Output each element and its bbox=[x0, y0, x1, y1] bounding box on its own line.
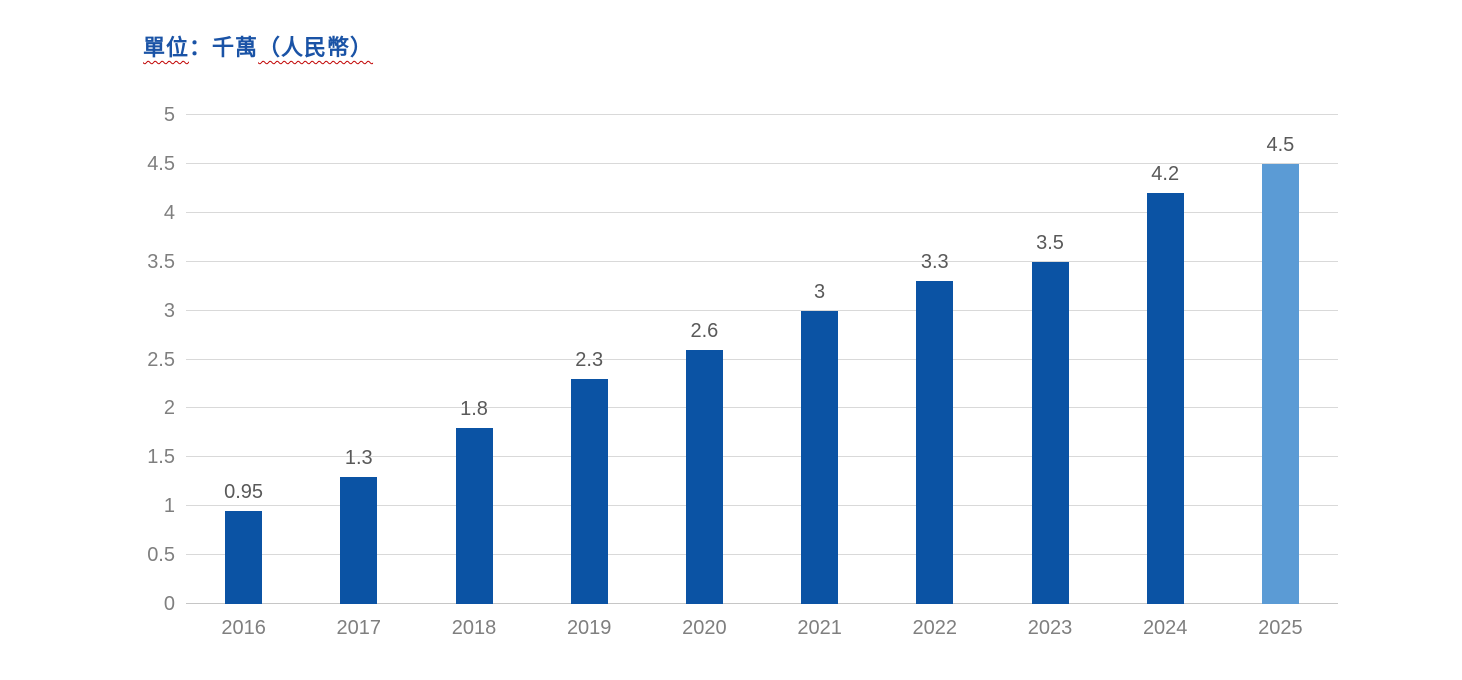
gridline bbox=[186, 358, 1338, 360]
bar-value-label-2018: 1.8 bbox=[460, 397, 488, 420]
gridline bbox=[186, 114, 1338, 115]
bar-value-label-2019: 2.3 bbox=[575, 349, 604, 372]
y-tick-label: 4.5 bbox=[147, 152, 175, 175]
bar-2018 bbox=[455, 427, 493, 604]
gridline bbox=[186, 260, 1338, 262]
x-tick-label-2022: 2022 bbox=[912, 617, 958, 639]
y-tick-label: 3.5 bbox=[147, 250, 175, 273]
x-tick-label-2024: 2024 bbox=[1142, 617, 1188, 639]
bar-2021 bbox=[801, 310, 839, 604]
gridline bbox=[186, 456, 1338, 458]
bar-value-label-2024: 4.2 bbox=[1151, 163, 1180, 186]
y-tick-label: 2 bbox=[163, 397, 175, 420]
x-axis-line bbox=[186, 603, 1338, 604]
x-tick-label-2016: 2016 bbox=[221, 617, 266, 639]
y-tick-label: 1.5 bbox=[147, 446, 175, 469]
x-tick-label-2019: 2019 bbox=[566, 617, 612, 639]
x-tick-label-2021: 2021 bbox=[797, 617, 842, 639]
bar-2020 bbox=[685, 349, 723, 604]
y-tick-label: 2.5 bbox=[147, 348, 175, 371]
y-tick-label: 0 bbox=[163, 593, 175, 615]
y-tick-label: 3 bbox=[163, 299, 175, 322]
bar-value-label-2020: 2.6 bbox=[690, 319, 719, 342]
bar-chart-plot-area: 0 0.5 1 1.5 2 2.5 3 3.5 4 4.5 5 0.95 1.3 1.8 2.3 2.6 3 3… bbox=[147, 105, 1338, 639]
bar-2019 bbox=[570, 379, 608, 604]
bar-2023 bbox=[1031, 261, 1069, 604]
bar-value-label-2025: 4.5 bbox=[1266, 133, 1295, 156]
gridline bbox=[186, 162, 1338, 164]
x-tick-label-2018: 2018 bbox=[451, 617, 497, 639]
bar-2025 bbox=[1261, 163, 1299, 604]
chart-title-unit-word: 單位 bbox=[143, 35, 190, 60]
bar-value-label-2017: 1.3 bbox=[344, 446, 373, 469]
y-tick-label: 5 bbox=[163, 104, 175, 126]
bar-value-label-2023: 3.5 bbox=[1036, 231, 1064, 254]
x-tick-label-2023: 2023 bbox=[1027, 617, 1073, 639]
gridline bbox=[186, 505, 1338, 507]
bar-value-label-2021: 3 bbox=[814, 280, 826, 303]
bar-2016 bbox=[225, 511, 263, 604]
x-tick-label-2017: 2017 bbox=[336, 617, 382, 639]
chart-title-measure: ：千萬 bbox=[189, 35, 259, 60]
bar-2022 bbox=[916, 281, 954, 604]
y-tick-label: 4 bbox=[163, 201, 175, 224]
bar-value-label-2022: 3.3 bbox=[920, 251, 949, 274]
y-tick-label: 1 bbox=[163, 495, 175, 518]
bar-2024 bbox=[1146, 193, 1184, 604]
chart-title: 單位：千萬（人民幣） bbox=[143, 30, 373, 62]
gridline bbox=[186, 309, 1338, 311]
bar-value-label-2016: 0.95 bbox=[224, 481, 264, 504]
chart-title-currency: （人民幣） bbox=[258, 35, 374, 60]
y-tick-label: 0.5 bbox=[147, 544, 175, 567]
gridline bbox=[186, 407, 1338, 409]
gridline bbox=[186, 211, 1338, 213]
gridline bbox=[186, 554, 1338, 556]
x-tick-label-2020: 2020 bbox=[682, 617, 727, 639]
x-tick-label-2025: 2025 bbox=[1258, 617, 1303, 639]
bar-2017 bbox=[340, 476, 378, 604]
